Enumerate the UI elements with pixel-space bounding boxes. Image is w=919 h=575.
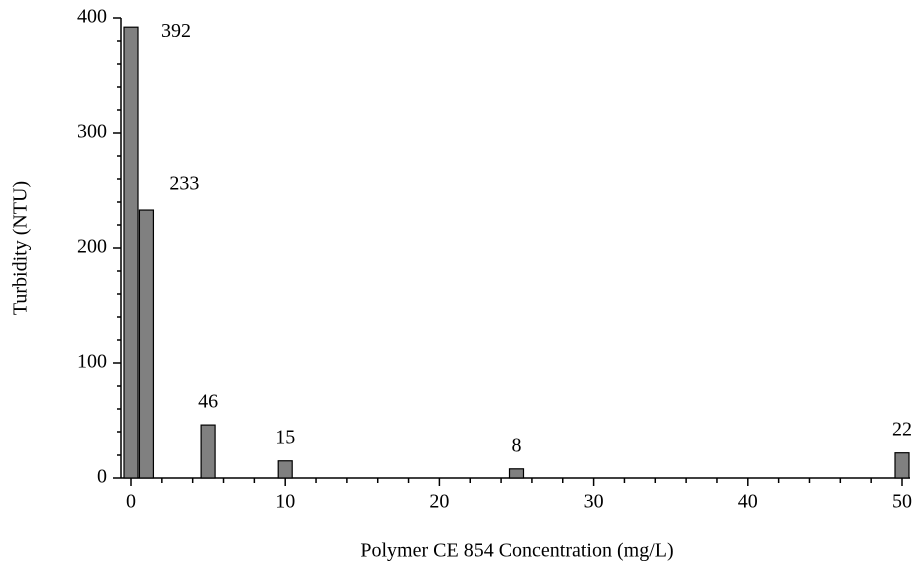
bar bbox=[138, 209, 155, 479]
y-axis-title: Turbidity (NTU) bbox=[10, 181, 32, 315]
x-tick-label: 0 bbox=[126, 491, 136, 513]
y-tick-label: 0 bbox=[97, 466, 107, 488]
x-tick-label: 10 bbox=[275, 491, 295, 513]
bar bbox=[200, 424, 216, 479]
bar bbox=[123, 26, 139, 479]
x-tick-label: 20 bbox=[429, 491, 449, 513]
data-label: 8 bbox=[512, 434, 522, 456]
bar bbox=[277, 460, 293, 479]
x-tick-label: 50 bbox=[892, 491, 912, 513]
bar bbox=[508, 468, 525, 479]
x-tick-label: 30 bbox=[584, 491, 604, 513]
x-axis-title: Polymer CE 854 Concentration (mg/L) bbox=[360, 540, 673, 562]
bar bbox=[894, 452, 910, 479]
y-tick-label: 400 bbox=[77, 6, 107, 28]
x-tick-label: 40 bbox=[738, 491, 758, 513]
data-label: 15 bbox=[275, 426, 295, 448]
data-label: 392 bbox=[161, 20, 191, 42]
data-label: 233 bbox=[169, 173, 199, 195]
y-tick-label: 200 bbox=[77, 236, 107, 258]
y-tick-label: 100 bbox=[77, 351, 107, 373]
data-label: 22 bbox=[892, 418, 912, 440]
y-tick-label: 300 bbox=[77, 121, 107, 143]
data-label: 46 bbox=[198, 391, 218, 413]
